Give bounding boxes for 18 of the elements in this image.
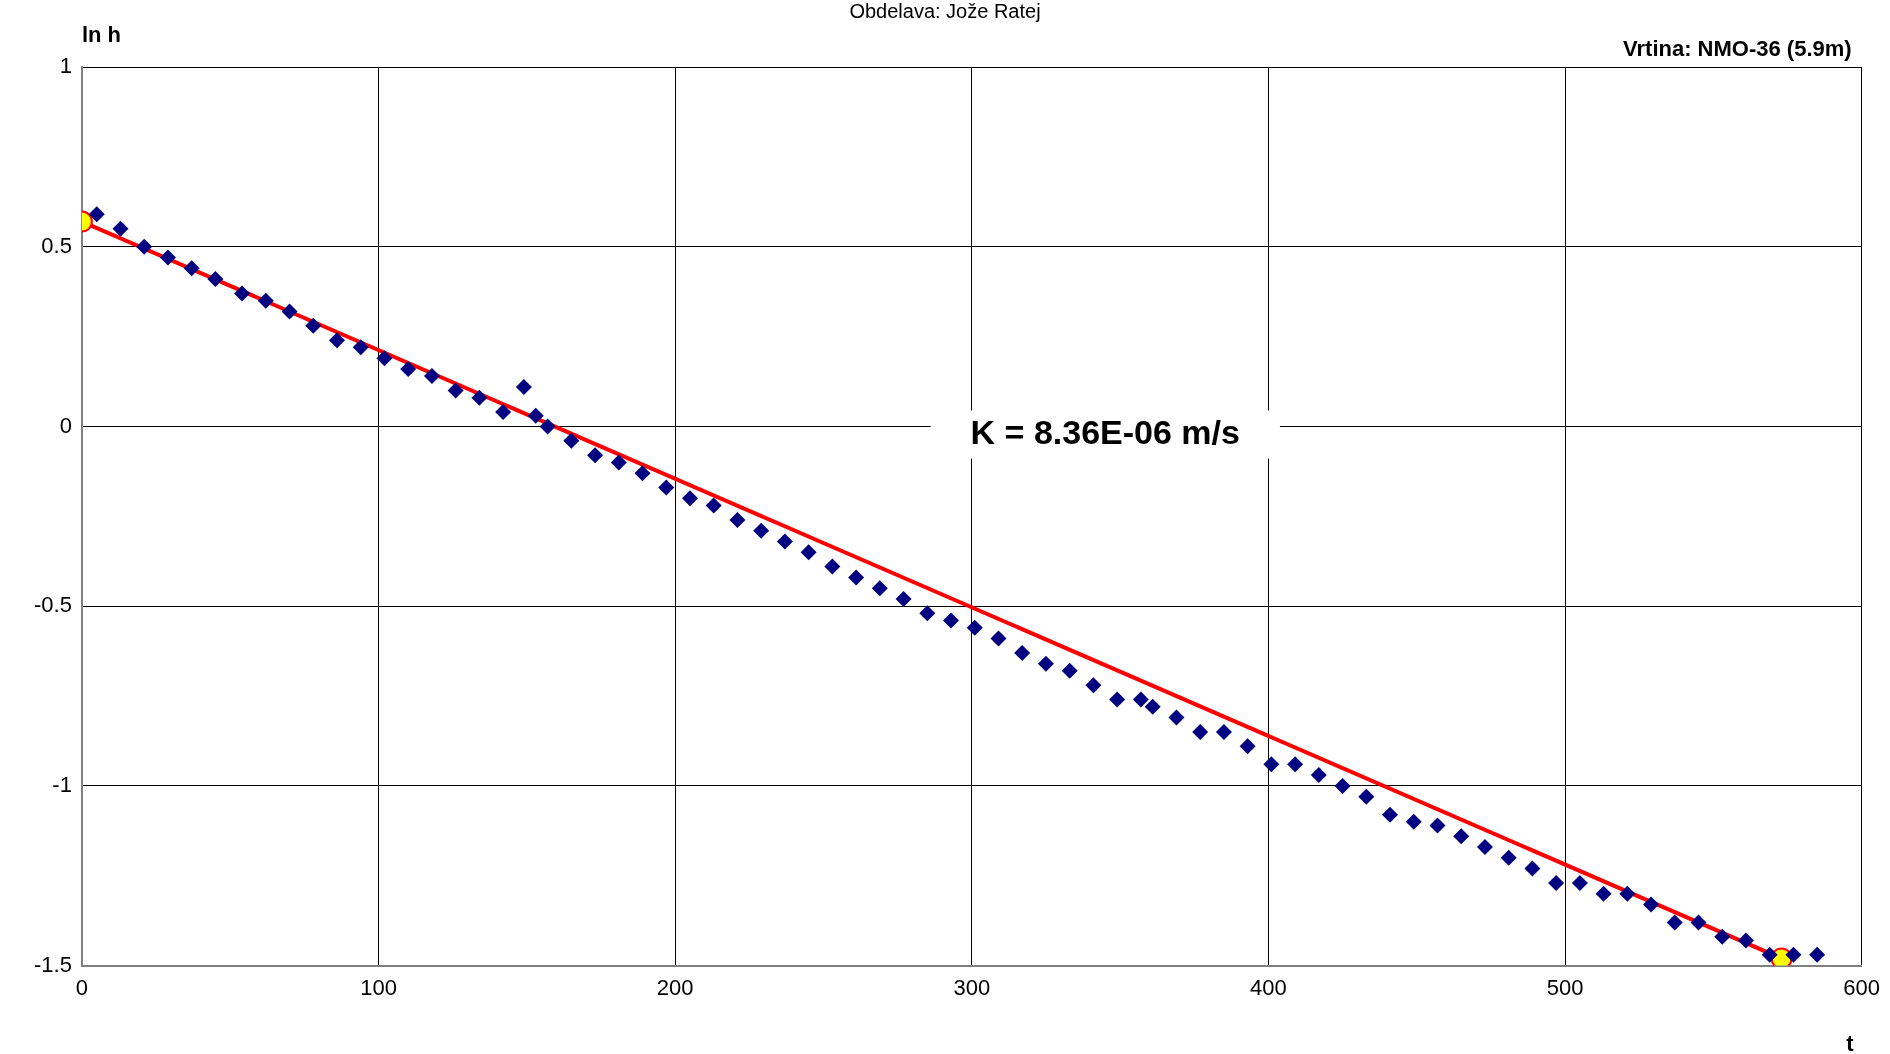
x-tick-label: 500 xyxy=(1546,974,1584,1000)
y-tick-label: 0.5 xyxy=(41,232,72,258)
x-axis-title: t xyxy=(1846,1030,1855,1054)
y-axis-title: ln h xyxy=(81,22,122,48)
x-tick-label: 200 xyxy=(656,974,694,1000)
x-tick-label: 100 xyxy=(360,974,397,1000)
x-tick-label: 600 xyxy=(1843,974,1881,1000)
text: Obdelava: Jože Ratej xyxy=(849,0,1041,22)
y-tick-label: -1 xyxy=(52,771,72,797)
annotation: K = 8.36E-06 m/s xyxy=(970,412,1240,451)
x-tick-label: 400 xyxy=(1250,974,1287,1000)
y-tick-label: -1.5 xyxy=(33,951,72,977)
x-tick-label: 0 xyxy=(75,974,89,1000)
y-tick-label: 1 xyxy=(59,53,72,79)
y-tick-label: 0 xyxy=(59,412,72,438)
x-tick-label: 300 xyxy=(953,974,991,1000)
y-tick-label: -0.5 xyxy=(33,592,72,618)
text: Vrtina: NMO-36 (5.9m) xyxy=(1623,36,1852,62)
